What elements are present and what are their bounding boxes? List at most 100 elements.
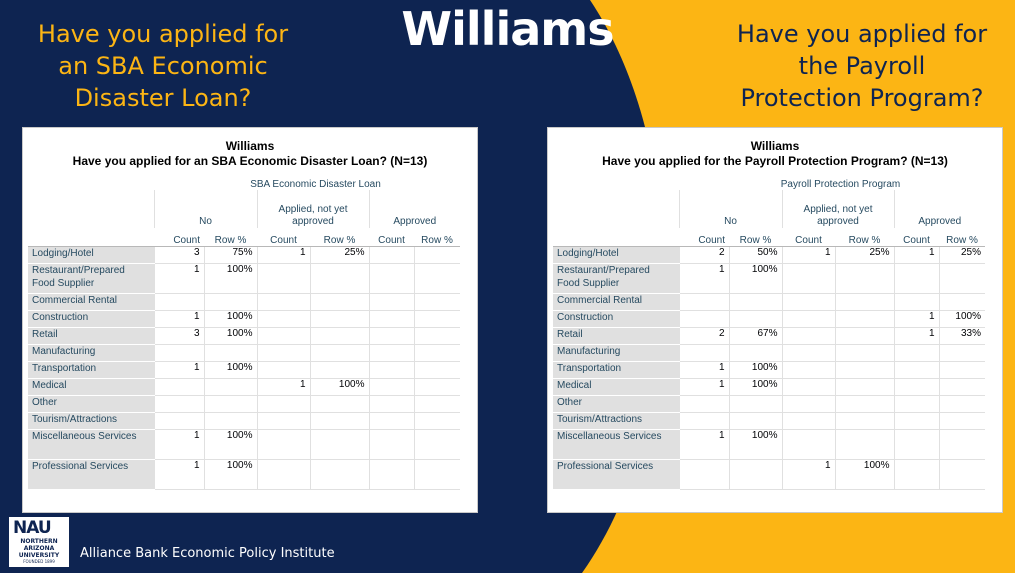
ppp-subheader: Row % bbox=[729, 228, 782, 247]
sba-table-row: Medical 1 100% bbox=[28, 378, 460, 396]
ppp-table-cell bbox=[781, 412, 835, 430]
ppp-table-row: Professional Services 1 100% bbox=[553, 459, 985, 490]
ppp-subheader: Count bbox=[679, 228, 729, 247]
ppp-category-header: Approved bbox=[893, 190, 985, 228]
sba-table-cell bbox=[309, 395, 369, 413]
sba-table-cell bbox=[309, 327, 369, 345]
ppp-row-label: Lodging/Hotel bbox=[553, 246, 679, 264]
ppp-table-cell: 1 bbox=[893, 246, 939, 264]
ppp-table-cell bbox=[893, 395, 939, 413]
sba-row-label: Transportation bbox=[28, 361, 154, 379]
ppp-table-cell bbox=[834, 378, 894, 396]
sba-table-subtitle: Have you applied for an SBA Economic Dis… bbox=[72, 154, 428, 168]
sba-table-cell: 3 bbox=[153, 246, 204, 264]
sba-table-cell bbox=[256, 310, 310, 328]
sba-table-row: Construction 1 100% bbox=[28, 310, 460, 328]
ppp-subheader: Row % bbox=[939, 228, 985, 247]
ppp-table-cell: 100% bbox=[728, 378, 782, 396]
ppp-group-header: Payroll Protection Program bbox=[780, 179, 901, 190]
sba-table-cell bbox=[309, 344, 369, 362]
sba-table-cell bbox=[368, 246, 414, 264]
ppp-row-label: Construction bbox=[553, 310, 679, 328]
sba-crosstab: No Applied, not yet approved Approved Co… bbox=[28, 190, 460, 490]
ppp-table-cell bbox=[728, 459, 782, 490]
ppp-table-cell bbox=[781, 263, 835, 294]
ppp-subheader: Count bbox=[782, 228, 835, 247]
ppp-table-cell bbox=[893, 344, 939, 362]
ppp-row-label: Commercial Rental bbox=[553, 293, 679, 311]
ppp-table-row: Medical 1 100% bbox=[553, 378, 985, 396]
ppp-table-cell: 100% bbox=[938, 310, 985, 328]
sba-category-header: No bbox=[153, 190, 257, 228]
sba-table-cell bbox=[413, 412, 460, 430]
ppp-table-cell bbox=[834, 263, 894, 294]
ppp-question-heading: Have you applied for the Payroll Protect… bbox=[736, 20, 988, 112]
ppp-table-cell bbox=[678, 459, 729, 490]
sba-table-cell bbox=[256, 395, 310, 413]
sba-table-cell bbox=[368, 310, 414, 328]
sba-subheader: Count bbox=[369, 228, 414, 247]
sba-table-row: Professional Services 1 100% bbox=[28, 459, 460, 490]
ppp-table-row: Construction 1 100% bbox=[553, 310, 985, 328]
ppp-table-cell bbox=[781, 327, 835, 345]
logo-wordmark: NORTHERN ARIZONA UNIVERSITY bbox=[18, 538, 60, 559]
sba-table-panel: Williams Have you applied for an SBA Eco… bbox=[22, 127, 478, 513]
sba-subheader: Row % bbox=[414, 228, 460, 247]
ppp-table-cell bbox=[893, 361, 939, 379]
ppp-row-label: Medical bbox=[553, 378, 679, 396]
ppp-table-cell bbox=[678, 412, 729, 430]
ppp-table-cell bbox=[781, 395, 835, 413]
sba-row-label: Construction bbox=[28, 310, 154, 328]
sba-table-row: Commercial Rental bbox=[28, 293, 460, 311]
sba-table-cell bbox=[256, 344, 310, 362]
sba-table-cell bbox=[368, 327, 414, 345]
sba-table-cell bbox=[153, 378, 204, 396]
ppp-table-cell bbox=[678, 395, 729, 413]
sba-table-cell bbox=[153, 412, 204, 430]
ppp-table-cell: 67% bbox=[728, 327, 782, 345]
sba-table-cell bbox=[413, 246, 460, 264]
sba-table-cell: 1 bbox=[153, 310, 204, 328]
sba-subheader: Row % bbox=[310, 228, 369, 247]
sba-table-cell bbox=[413, 263, 460, 294]
ppp-subheader: Count bbox=[894, 228, 939, 247]
sba-table-cell bbox=[309, 412, 369, 430]
ppp-table-cell bbox=[893, 293, 939, 311]
sba-question-heading: Have you applied for an SBA Economic Dis… bbox=[37, 20, 289, 112]
sba-table-cell bbox=[413, 361, 460, 379]
sba-table-cell bbox=[368, 459, 414, 490]
ppp-row-label: Other bbox=[553, 395, 679, 413]
ppp-table-cell bbox=[781, 429, 835, 460]
sba-table-cell bbox=[413, 310, 460, 328]
sba-table-row: Restaurant/Prepared Food Supplier 1 100% bbox=[28, 263, 460, 294]
ppp-table-cell bbox=[834, 310, 894, 328]
ppp-table-cell bbox=[938, 344, 985, 362]
sba-table-cell bbox=[413, 395, 460, 413]
ppp-row-label: Manufacturing bbox=[553, 344, 679, 362]
sba-row-label: Commercial Rental bbox=[28, 293, 154, 311]
ppp-table-cell bbox=[834, 395, 894, 413]
sba-category-header: Applied, not yet approved bbox=[256, 190, 369, 228]
ppp-table-cell bbox=[834, 361, 894, 379]
ppp-row-label: Tourism/Attractions bbox=[553, 412, 679, 430]
sba-row-label: Professional Services bbox=[28, 459, 154, 490]
ppp-table-cell: 1 bbox=[893, 327, 939, 345]
sba-row-label: Medical bbox=[28, 378, 154, 396]
ppp-table-cell bbox=[728, 412, 782, 430]
ppp-table-cell: 1 bbox=[893, 310, 939, 328]
sba-group-header: SBA Economic Disaster Loan bbox=[250, 179, 381, 190]
ppp-row-label: Retail bbox=[553, 327, 679, 345]
ppp-table-cell: 1 bbox=[781, 246, 835, 264]
ppp-table-cell bbox=[834, 327, 894, 345]
sba-row-label: Tourism/Attractions bbox=[28, 412, 154, 430]
ppp-table-cell bbox=[893, 429, 939, 460]
sba-table-cell bbox=[413, 327, 460, 345]
sba-table-cell bbox=[256, 327, 310, 345]
sba-table-cell: 75% bbox=[203, 246, 257, 264]
ppp-crosstab: No Applied, not yet approved Approved Co… bbox=[553, 190, 985, 490]
sba-table-cell bbox=[413, 459, 460, 490]
ppp-category-header: No bbox=[678, 190, 782, 228]
sba-category-header: Approved bbox=[368, 190, 460, 228]
ppp-table-cell: 50% bbox=[728, 246, 782, 264]
ppp-row-label: Transportation bbox=[553, 361, 679, 379]
